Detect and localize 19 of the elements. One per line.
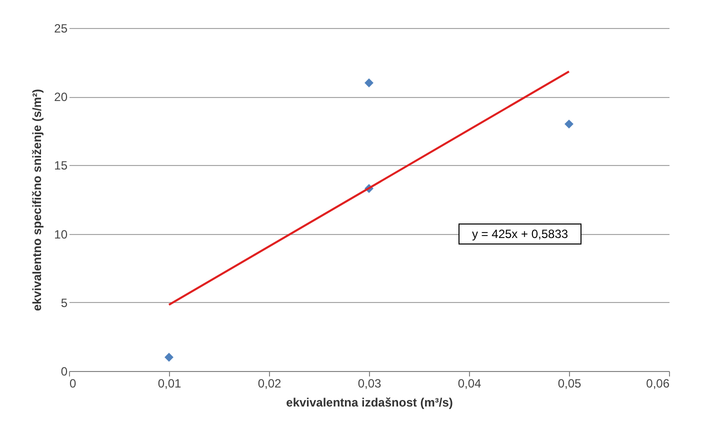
x-tick-label: 0,02 bbox=[258, 376, 282, 390]
x-tick-label: 0,06 bbox=[646, 376, 670, 390]
y-axis-title: ekvivalentno specifično sniženje (s/m²) bbox=[30, 88, 44, 312]
x-tick-label: 0 bbox=[70, 376, 76, 390]
x-axis-title: ekvivalentna izdašnost (m³/s) bbox=[286, 396, 453, 410]
x-tick-label: 0,05 bbox=[558, 376, 582, 390]
x-tick-label: 0,04 bbox=[458, 376, 482, 390]
x-tick-label: 0,01 bbox=[158, 376, 182, 390]
y-tick-label: 25 bbox=[54, 22, 68, 36]
point bbox=[164, 352, 174, 362]
point bbox=[364, 78, 374, 88]
y-tick-label: 20 bbox=[54, 90, 68, 104]
y-tick-label: 10 bbox=[54, 227, 68, 242]
y-tick-label: 15 bbox=[54, 158, 68, 173]
y-tick-label: 5 bbox=[60, 296, 68, 310]
x-tick-label: 0,03 bbox=[358, 376, 382, 390]
y-tick-label: 0 bbox=[60, 364, 68, 378]
point bbox=[564, 120, 574, 129]
annotation: y = 425x + 0,5833 bbox=[472, 227, 568, 241]
